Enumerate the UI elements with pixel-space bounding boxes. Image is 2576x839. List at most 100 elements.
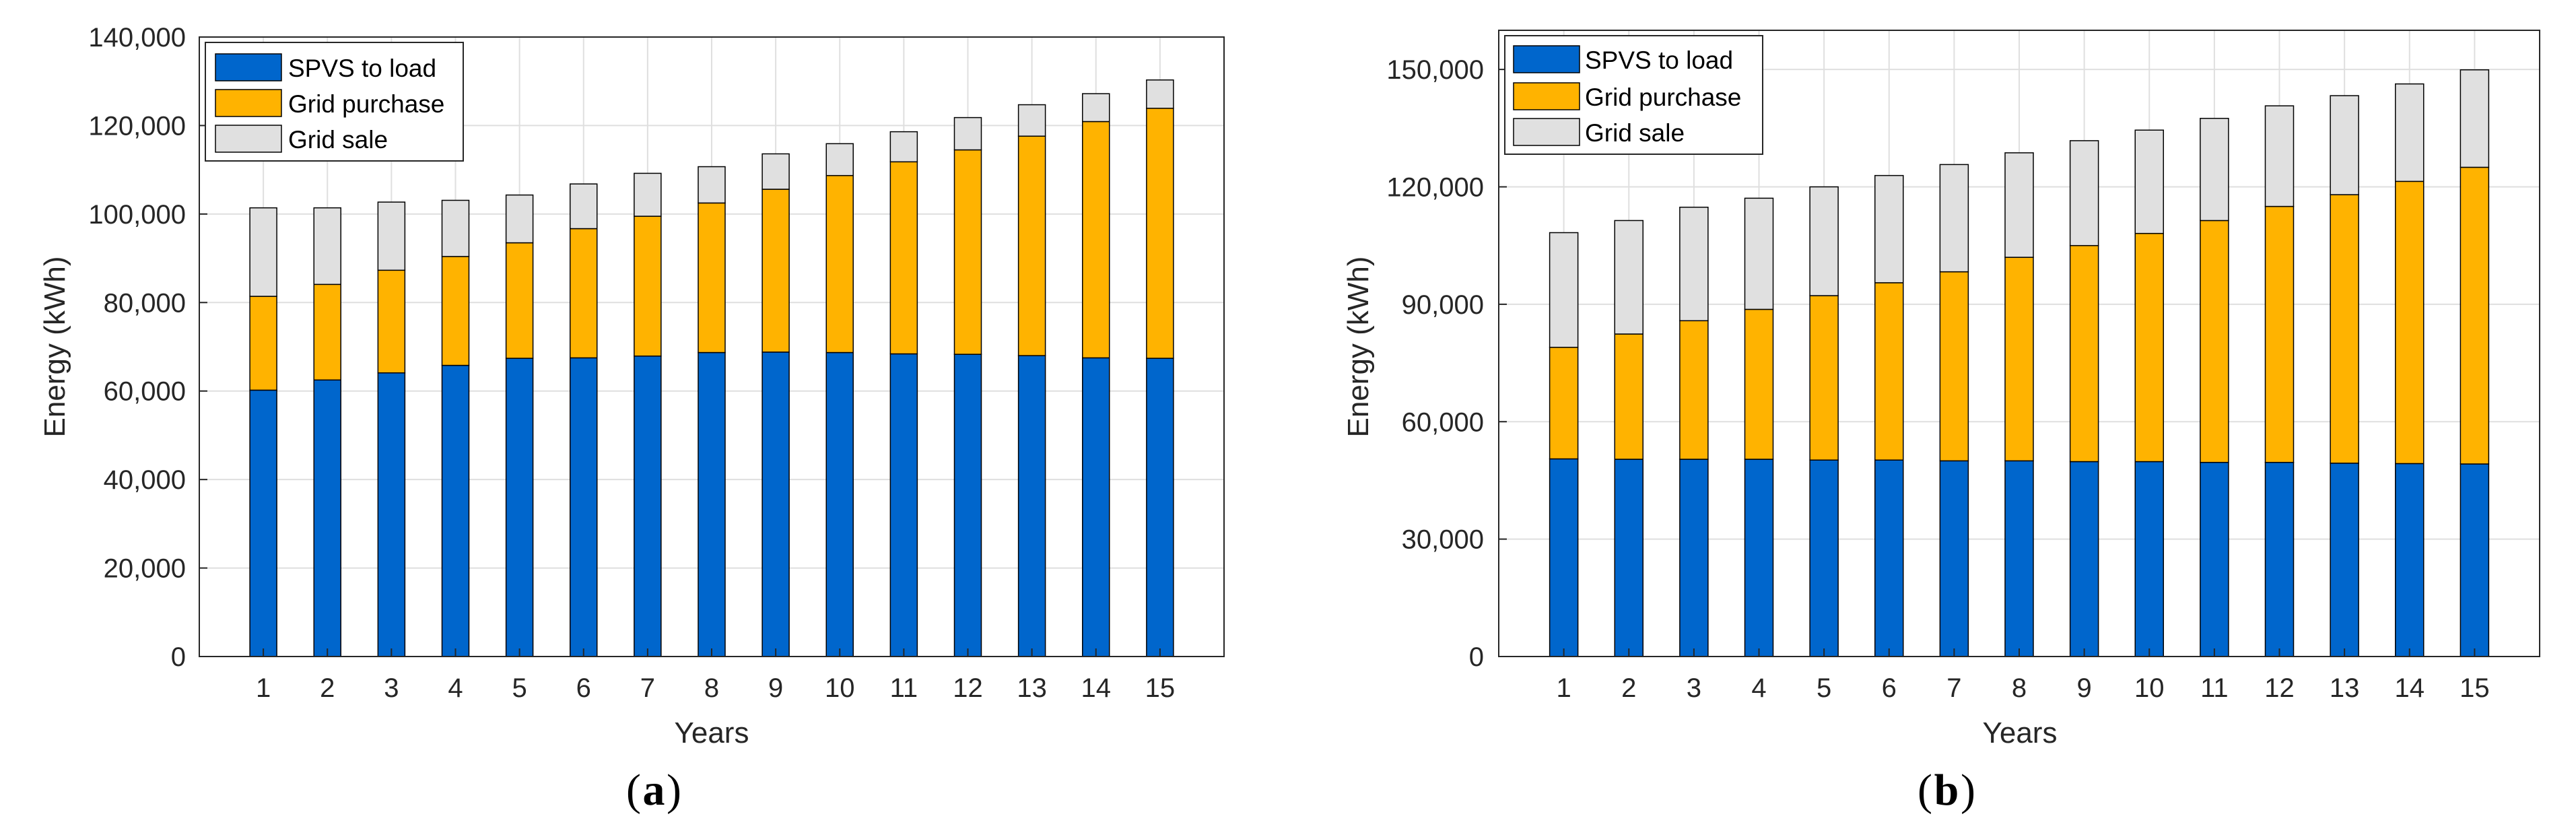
panel-a-x-axis-label: Years	[675, 716, 749, 749]
panel-a-bar-grid-sale-year-9	[761, 153, 790, 190]
panel-a-x-tick-label: 2	[320, 673, 335, 703]
panel-b-bar-spvs-to-load-year-8	[2004, 460, 2034, 657]
panel-a-x-tick-label: 8	[704, 673, 719, 703]
panel-a-x-tick-label: 11	[890, 673, 918, 703]
panel-a-bar-grid-purchase-year-7	[634, 215, 662, 357]
panel-b-bar-grid-sale-year-6	[1874, 174, 1904, 283]
panel-b-y-tick-label: 0	[1469, 642, 1484, 672]
panel-b-bar-grid-purchase-year-8	[2004, 257, 2034, 462]
panel-b-bar-grid-purchase-year-5	[1809, 295, 1839, 461]
panel-a-bar-spvs-to-load-year-5	[505, 358, 534, 657]
panel-a-bar-spvs-to-load-year-6	[570, 357, 598, 657]
panel-b-bar-grid-sale-year-9	[2069, 140, 2099, 246]
panel-b-bar-grid-sale-year-8	[2004, 152, 2034, 258]
panel-b-x-tick-label: 2	[1621, 673, 1636, 703]
panel-b-y-tick-label: 90,000	[1402, 290, 1484, 320]
panel-a-bar-spvs-to-load-year-14	[1082, 357, 1110, 657]
panel-b-bar-spvs-to-load-year-14	[2395, 463, 2425, 657]
panel-b-bar-spvs-to-load-year-15	[2460, 463, 2490, 657]
panel-b-legend-label-spvs: SPVS to load	[1585, 46, 1733, 74]
panel-b-bar-grid-sale-year-15	[2460, 69, 2490, 168]
panel-b-bar-spvs-to-load-year-12	[2264, 461, 2295, 657]
panel-a-x-tick-label: 15	[1145, 673, 1176, 703]
panel-a-bar-spvs-to-load-year-3	[377, 372, 406, 657]
panel-a-bar-spvs-to-load-year-10	[825, 351, 854, 657]
panel-b-bar-spvs-to-load-year-10	[2134, 461, 2164, 657]
panel-a-bar-grid-purchase-year-9	[761, 189, 790, 353]
panel-a-x-tick-label: 9	[768, 673, 783, 703]
panel-a-bar-grid-purchase-year-12	[953, 149, 982, 355]
panel-b-bar-spvs-to-load-year-9	[2069, 461, 2099, 657]
panel-a-x-tick-label: 12	[953, 673, 983, 703]
panel-b-y-ticks: 0 30,000 60,000 90,000 120,000 150,000	[1386, 55, 1507, 672]
panel-a-bar-grid-sale-year-1	[249, 207, 277, 297]
panel-a-bar-grid-sale-year-5	[505, 194, 534, 244]
panel-b-bar-grid-sale-year-10	[2134, 129, 2164, 234]
panel-a-bar-grid-purchase-year-3	[377, 269, 406, 374]
panel-b-y-tick-label: 30,000	[1402, 525, 1484, 555]
panel-a-bar-spvs-to-load-year-2	[313, 379, 341, 657]
panel-b-bar-grid-sale-year-11	[2200, 118, 2229, 222]
panel-b-bar-grid-sale-year-12	[2264, 105, 2295, 207]
panel-a-bar-grid-purchase-year-6	[570, 228, 598, 359]
panel-a-bar-grid-sale-year-6	[570, 183, 598, 230]
panel-b-bar-grid-purchase-year-13	[2330, 194, 2359, 464]
panel-b-caption-letter: b	[1934, 766, 1959, 815]
panel-b-bar-spvs-to-load-year-4	[1744, 459, 1774, 657]
panel-b-bar-grid-sale-year-14	[2395, 83, 2425, 182]
svg-text:): )	[667, 766, 681, 815]
panel-b-bar-spvs-to-load-year-7	[1939, 460, 1969, 657]
panel-a-bar-grid-sale-year-12	[953, 116, 982, 151]
panel-a-x-tick-label: 13	[1017, 673, 1047, 703]
panel-a-bar-spvs-to-load-year-8	[698, 351, 726, 657]
panel-a-bar-grid-purchase-year-11	[889, 161, 918, 355]
panel-a-caption-letter: a	[643, 766, 665, 815]
panel-a-bar-spvs-to-load-year-7	[634, 356, 662, 657]
panel-b-bar-grid-purchase-year-4	[1744, 308, 1774, 460]
panel-a-legend-label-sale: Grid sale	[288, 126, 388, 154]
panel-b-bar-spvs-to-load-year-3	[1679, 459, 1709, 657]
panel-b-bar-spvs-to-load-year-1	[1549, 458, 1579, 657]
panel-b-x-tick-label: 12	[2264, 673, 2295, 703]
panel-b-y-axis-label: Energy (kWh)	[1342, 257, 1375, 438]
panel-a-legend-swatch-spvs	[215, 53, 282, 81]
panel-b-legend-label-sale: Grid sale	[1585, 119, 1685, 147]
panel-b-bar-grid-sale-year-2	[1614, 220, 1643, 335]
panel-b-bar-grid-purchase-year-14	[2395, 180, 2425, 465]
panel-a-y-tick-label: 0	[171, 642, 186, 672]
panel-b-y-tick-label: 60,000	[1402, 407, 1484, 437]
panel-b-bar-spvs-to-load-year-5	[1809, 459, 1839, 657]
panel-b-bar-grid-purchase-year-1	[1549, 347, 1579, 460]
panel-a-legend-label-purchase: Grid purchase	[288, 90, 444, 118]
panel-b-bar-spvs-to-load-year-11	[2200, 461, 2229, 657]
panel-a-y-tick-label: 100,000	[88, 200, 186, 230]
panel-a-x-tick-label: 7	[640, 673, 655, 703]
panel-b-bar-grid-purchase-year-9	[2069, 244, 2099, 463]
panel-b-legend: SPVS to load Grid purchase Grid sale	[1504, 35, 1763, 155]
panel-a-bar-grid-sale-year-11	[889, 131, 918, 163]
panel-a-caption: ( a )	[626, 766, 681, 815]
panel-b-x-tick-label: 6	[1882, 673, 1897, 703]
panel-b-x-tick-label: 10	[2134, 673, 2165, 703]
panel-a-bar-grid-purchase-year-13	[1017, 135, 1046, 356]
panel-a-y-tick-label: 140,000	[88, 23, 186, 53]
panel-b-bar-grid-sale-year-1	[1549, 232, 1579, 348]
panel-a-y-tick-label: 60,000	[104, 377, 186, 407]
panel-a-bar-grid-sale-year-14	[1082, 93, 1110, 123]
panel-a-y-tick-label: 120,000	[88, 111, 186, 141]
panel-a-x-tick-label: 6	[576, 673, 591, 703]
panel-b-y-tick-label: 150,000	[1386, 55, 1484, 85]
panel-a-legend: SPVS to load Grid purchase Grid sale	[205, 42, 464, 162]
panel-b-x-tick-label: 7	[1946, 673, 1961, 703]
panel-b-x-tick-label: 14	[2395, 673, 2425, 703]
panel-b-bar-grid-sale-year-4	[1744, 197, 1774, 310]
panel-a-bar-grid-purchase-year-5	[505, 242, 534, 359]
panel-b-x-tick-label: 9	[2077, 673, 2092, 703]
svg-text:(: (	[626, 766, 641, 815]
panel-b-bar-spvs-to-load-year-2	[1614, 459, 1643, 657]
panel-b-legend-label-purchase: Grid purchase	[1585, 83, 1741, 111]
panel-b-legend-swatch-spvs	[1513, 45, 1580, 73]
panel-b-x-ticks: 1 2 3 4 5 6 7 8 9 10 11 12 13 14 15	[1557, 648, 2490, 703]
